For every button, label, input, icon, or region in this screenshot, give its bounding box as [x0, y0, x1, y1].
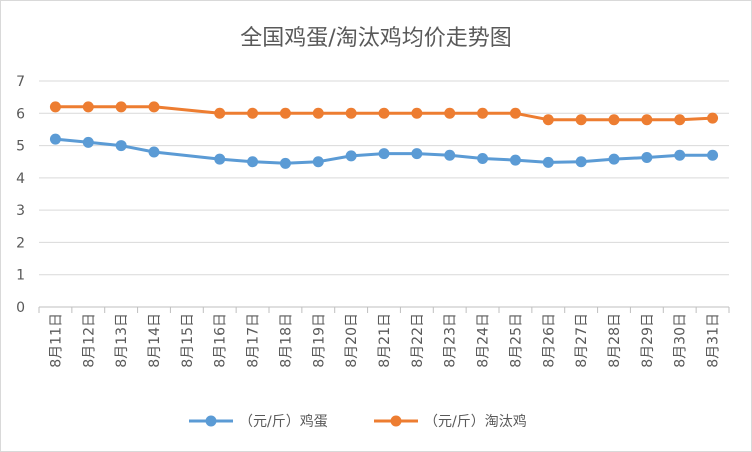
series-1 [49, 101, 719, 126]
legend-marker [205, 415, 217, 427]
data-point [608, 153, 620, 165]
data-point [542, 114, 554, 126]
x-tick-label: 8月12日 [81, 313, 97, 368]
x-axis: 8月11日 8月12日 8月13日 8月14日 8月15日 8月16日 8月17日 8月18日… [38, 306, 730, 368]
y-tick-label: 3 [16, 203, 25, 219]
data-point [214, 107, 226, 119]
data-point [345, 150, 357, 162]
y-tick-label: 4 [16, 171, 25, 187]
data-point [148, 146, 160, 158]
data-point [707, 112, 719, 124]
x-tick-label: 8月15日 [180, 313, 196, 368]
series-group [49, 101, 719, 169]
y-tick-label: 0 [16, 300, 25, 316]
data-point [509, 107, 521, 119]
x-tick-label: 8月13日 [114, 313, 130, 368]
data-point [641, 114, 653, 126]
data-point [674, 114, 686, 126]
data-point [49, 133, 61, 145]
y-axis: 0 1 2 3 4 5 6 7 [16, 74, 25, 316]
x-tick-label: 8月19日 [311, 313, 327, 368]
data-point [477, 152, 489, 164]
data-point [608, 114, 620, 126]
x-tick-label: 8月25日 [508, 313, 524, 368]
x-tick-label: 8月28日 [607, 313, 623, 368]
data-point [411, 107, 423, 119]
legend-label: （元/斤）鸡蛋 [239, 413, 328, 430]
series-0 [49, 133, 719, 169]
data-point [411, 148, 423, 160]
data-point [312, 156, 324, 168]
x-tick-label: 8月16日 [213, 313, 229, 368]
data-point [378, 148, 390, 160]
legend-item-0: （元/斤）鸡蛋 [189, 413, 328, 430]
y-tick-label: 5 [16, 139, 25, 155]
data-point [115, 140, 127, 152]
data-point [575, 156, 587, 168]
data-point [477, 107, 489, 119]
y-tick-label: 2 [16, 235, 25, 251]
y-tick-label: 6 [16, 106, 25, 122]
legend-label: （元/斤）淘汰鸡 [424, 413, 527, 430]
data-point [279, 107, 291, 119]
legend: （元/斤）鸡蛋 （元/斤）淘汰鸡 [189, 413, 527, 430]
x-tick-label: 8月17日 [246, 313, 262, 368]
x-tick-label: 8月31日 [706, 313, 722, 368]
data-point [641, 152, 653, 164]
x-tick-label: 8月30日 [673, 313, 689, 368]
data-point [115, 101, 127, 113]
data-point [148, 101, 160, 113]
data-point [707, 149, 719, 161]
y-tick-label: 1 [16, 268, 25, 284]
x-tick-label: 8月11日 [48, 313, 64, 368]
x-tick-label: 8月21日 [377, 313, 393, 368]
x-tick-label: 8月27日 [574, 313, 590, 368]
x-tick-label: 8月22日 [410, 313, 426, 368]
data-point [542, 156, 554, 168]
y-tick-label: 7 [16, 74, 25, 90]
data-point [444, 149, 456, 161]
data-point [378, 107, 390, 119]
data-point [509, 154, 521, 166]
chart-title: 全国鸡蛋/淘汰鸡均价走势图 [240, 26, 511, 51]
x-tick-label: 8月23日 [443, 313, 459, 368]
data-point [82, 136, 94, 148]
data-point [575, 114, 587, 126]
legend-item-1: （元/斤）淘汰鸡 [374, 413, 527, 430]
data-point [444, 107, 456, 119]
x-tick-label: 8月14日 [147, 313, 163, 368]
data-point [247, 156, 259, 168]
x-tick-label: 8月18日 [278, 313, 294, 368]
data-point [49, 101, 61, 113]
data-point [345, 107, 357, 119]
x-tick-label: 8月20日 [344, 313, 360, 368]
legend-marker [390, 415, 402, 427]
x-tick-label: 8月29日 [640, 313, 656, 368]
x-tick-label: 8月24日 [476, 313, 492, 368]
x-tick-label: 8月26日 [541, 313, 557, 368]
data-point [674, 149, 686, 161]
data-point [214, 153, 226, 165]
data-point [279, 157, 291, 169]
data-point [247, 107, 259, 119]
data-point [82, 101, 94, 113]
data-point [312, 107, 324, 119]
